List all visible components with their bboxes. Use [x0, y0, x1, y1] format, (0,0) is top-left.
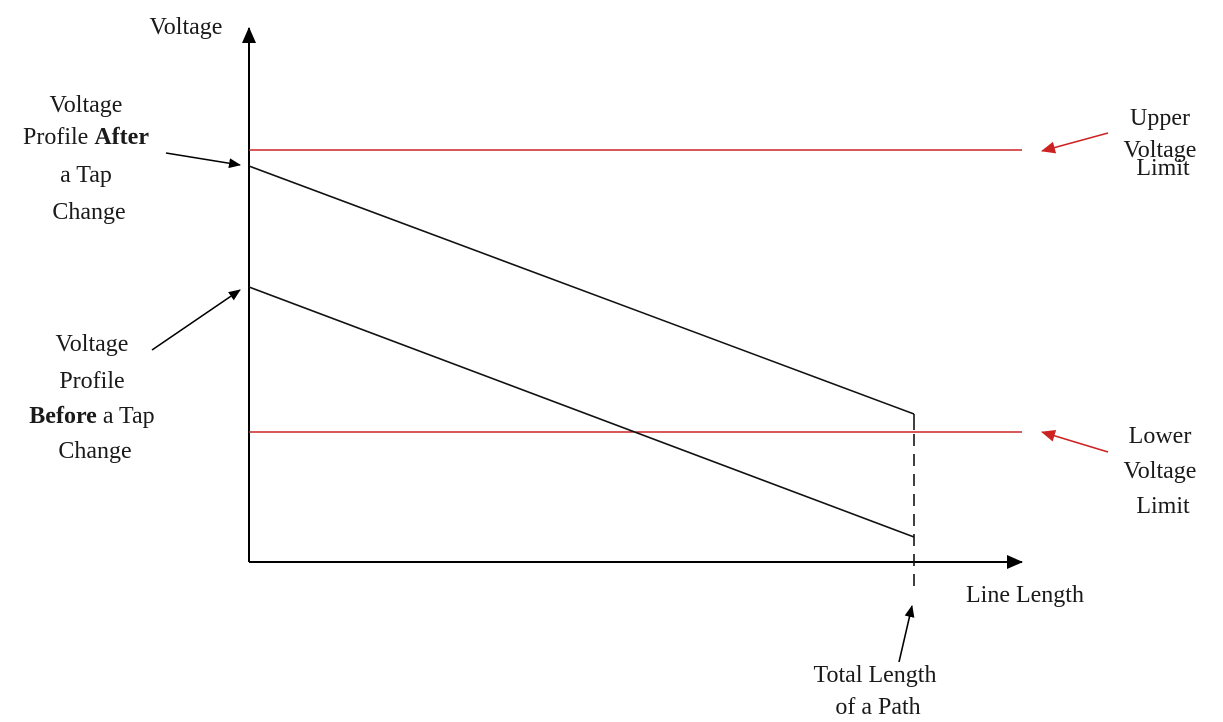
profile-after-line: [248, 165, 915, 415]
after-label-line3: a Tap: [60, 162, 112, 188]
x-axis-label: Line Length: [966, 582, 1084, 608]
upper-limit-label: Upper Voltage Limit: [1124, 105, 1203, 181]
lower-limit-label-line3: Limit: [1136, 493, 1190, 519]
before-label-bold: Before: [29, 403, 97, 429]
lower-limit-arrow: [1041, 430, 1109, 453]
lower-limit-label-line2: Voltage: [1124, 458, 1197, 484]
after-label-line4: Change: [52, 199, 125, 225]
before-label-line4: Change: [58, 438, 131, 464]
upper-limit-label-line1: Upper: [1130, 105, 1190, 131]
lower-limit-label: Lower Voltage Limit: [1124, 423, 1203, 519]
before-label-arrow: [151, 289, 241, 351]
lower-limit-label-line1: Lower: [1129, 423, 1192, 449]
after-label-bold: After: [94, 124, 149, 150]
upper-limit-label-line2: Voltage: [1124, 137, 1197, 163]
after-label-line1: Voltage: [50, 92, 123, 118]
before-label-line1: Voltage: [56, 331, 129, 357]
path-length-label: Total Length of a Path: [814, 662, 943, 720]
path-length-arrow: [898, 605, 915, 663]
after-label-line2-prefix: Profile: [23, 124, 94, 150]
after-label-arrow: [165, 152, 241, 169]
before-label: Voltage Profile Before a Tap Change: [29, 331, 160, 464]
before-label-line3-suffix: a Tap: [97, 403, 155, 429]
path-length-label-line2: of a Path: [835, 694, 920, 720]
upper-limit-arrow: [1041, 132, 1109, 154]
upper-limit-label-line3: Limit: [1136, 155, 1190, 181]
y-axis-label: Voltage: [150, 14, 223, 40]
profile-before-line: [248, 286, 915, 538]
path-length-label-line1: Total Length: [814, 662, 937, 688]
after-label: Voltage Profile After a Tap Change: [23, 92, 155, 225]
before-label-line2: Profile: [59, 368, 124, 394]
